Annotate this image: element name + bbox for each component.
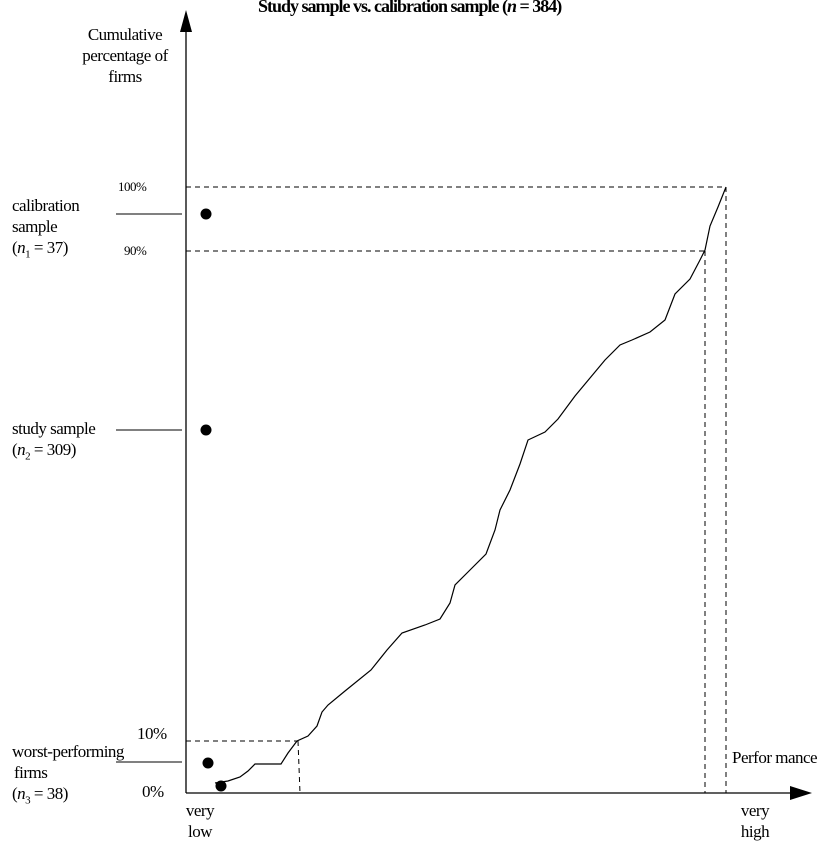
study-n-var: n (17, 440, 26, 459)
worst-n-var: n (17, 784, 26, 803)
calibration-dot (200, 208, 212, 220)
tick-0: 0% (142, 782, 164, 801)
calibration-label-line: sample (12, 217, 58, 236)
x-tick-low-line: very (185, 801, 215, 820)
calibration-label-line: calibration (12, 196, 80, 215)
study-label: study sample (n2 = 309) (12, 418, 96, 467)
study-n-value: = 309) (30, 440, 76, 459)
x-tick-high-line: very (740, 801, 770, 820)
calibration-label: calibration sample (n1 = 37) (12, 195, 80, 265)
study-n-sub: 2 (25, 450, 31, 463)
worst-dot (202, 757, 214, 769)
calibration-n-value: = 37) (30, 238, 68, 257)
x-tick-low: very low (180, 800, 220, 842)
worst-n: (n3 = 38) (12, 784, 68, 807)
y-axis-label-line: Cumulative (87, 25, 163, 44)
chart-title-var: n (507, 0, 517, 16)
guide-10-vertical (297, 740, 301, 794)
x-tick-high: very high (735, 800, 775, 842)
tick-10: 10% (137, 724, 167, 743)
y-axis-arrowhead (180, 10, 192, 32)
worst-n-sub: 3 (25, 794, 31, 807)
cumulative-curve (214, 186, 727, 784)
worst-n-value: = 38) (30, 784, 68, 803)
chart-title: Study sample vs. calibration sample (n =… (258, 0, 563, 17)
y-axis-label-line: firms (108, 67, 142, 86)
chart-title-prefix: Study sample vs. calibration sample ( (258, 0, 508, 16)
calibration-n-sub: 1 (25, 248, 31, 261)
x-axis-label: Perfor mance (732, 748, 818, 767)
worst-label-line: firms (14, 763, 48, 782)
calibration-n: (n1 = 37) (12, 238, 68, 261)
tick-100: 100% (118, 179, 147, 194)
y-axis-label: Cumulative percentage of firms (70, 24, 180, 87)
study-label-line: study sample (12, 419, 96, 438)
x-axis-arrowhead (790, 786, 812, 800)
curve-start-dot (215, 780, 227, 792)
tick-90: 90% (124, 243, 147, 258)
calibration-n-var: n (17, 238, 26, 257)
chart-title-suffix: = 384) (516, 0, 563, 16)
y-axis-label-line: percentage of (82, 46, 168, 65)
worst-label-line: worst-performing (12, 742, 124, 761)
x-tick-low-line: low (188, 822, 213, 841)
study-n: (n2 = 309) (12, 440, 76, 463)
study-dot (200, 424, 212, 436)
worst-label: worst-performing firms (n3 = 38) (12, 741, 124, 811)
x-tick-high-line: high (740, 822, 770, 841)
